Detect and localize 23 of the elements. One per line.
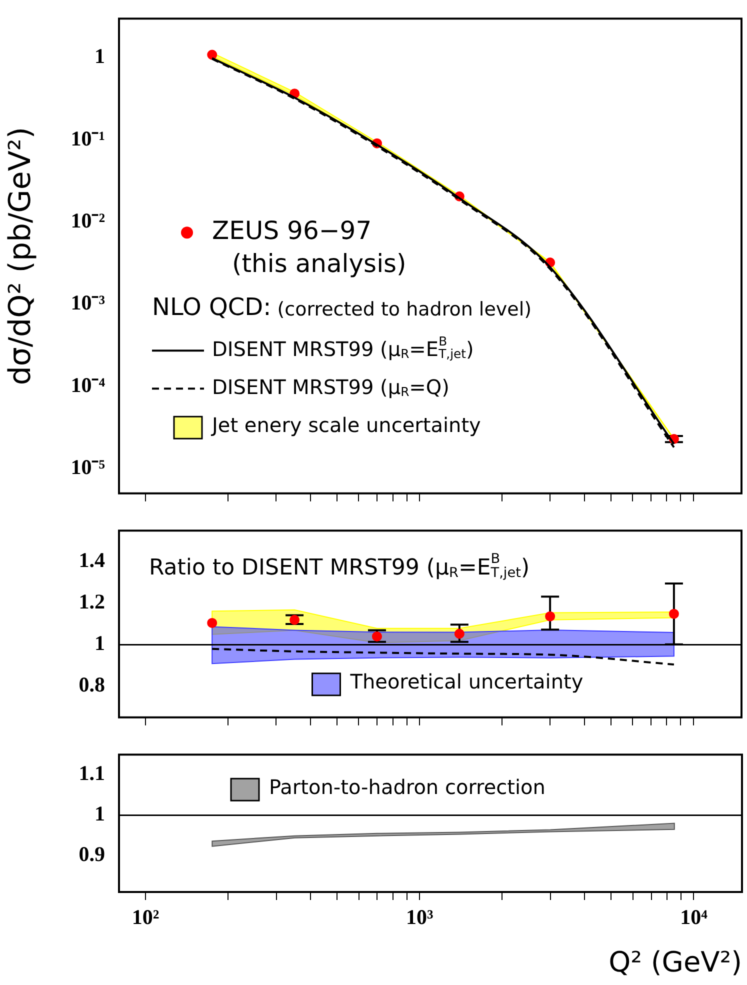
y-tick-label: 10⁻³ — [70, 290, 105, 315]
y-tick-label: 1 — [94, 802, 105, 826]
y-tick-label: 1.2 — [78, 590, 105, 614]
y-tick-label: 1 — [94, 44, 105, 68]
y-tick-label: 1 — [94, 631, 105, 656]
x-axis-title: Q² (GeV²) — [608, 945, 742, 978]
y-tick-label: 10⁻¹ — [70, 126, 105, 150]
y-axis-title: dσ/dQ² (pb/GeV²) — [2, 126, 38, 386]
x-tick-label: 10⁴ — [680, 905, 708, 930]
legend-label: Parton-to-hadron correction — [269, 774, 546, 799]
y-tick-label: 1.1 — [78, 761, 105, 786]
y-tick-label: 10⁻⁵ — [70, 455, 105, 480]
y-tick-label: 0.9 — [78, 842, 105, 866]
y-tick-label: 0.8 — [78, 672, 105, 697]
legend-title: NLO QCD: (corrected to hadron level) — [152, 292, 532, 321]
y-tick-label: 10⁻² — [70, 208, 105, 233]
y-tick-label: 1.4 — [78, 548, 106, 572]
x-tick-label: 10³ — [406, 905, 434, 930]
legend-label: ZEUS 96−97 (this analysis) — [212, 216, 406, 278]
legend-label: Theoretical uncertainty — [349, 670, 584, 694]
x-tick-label: 10² — [132, 905, 160, 930]
y-tick-label: 10⁻⁴ — [70, 372, 106, 397]
legend-label: Jet enery scale uncertainty — [210, 412, 482, 437]
